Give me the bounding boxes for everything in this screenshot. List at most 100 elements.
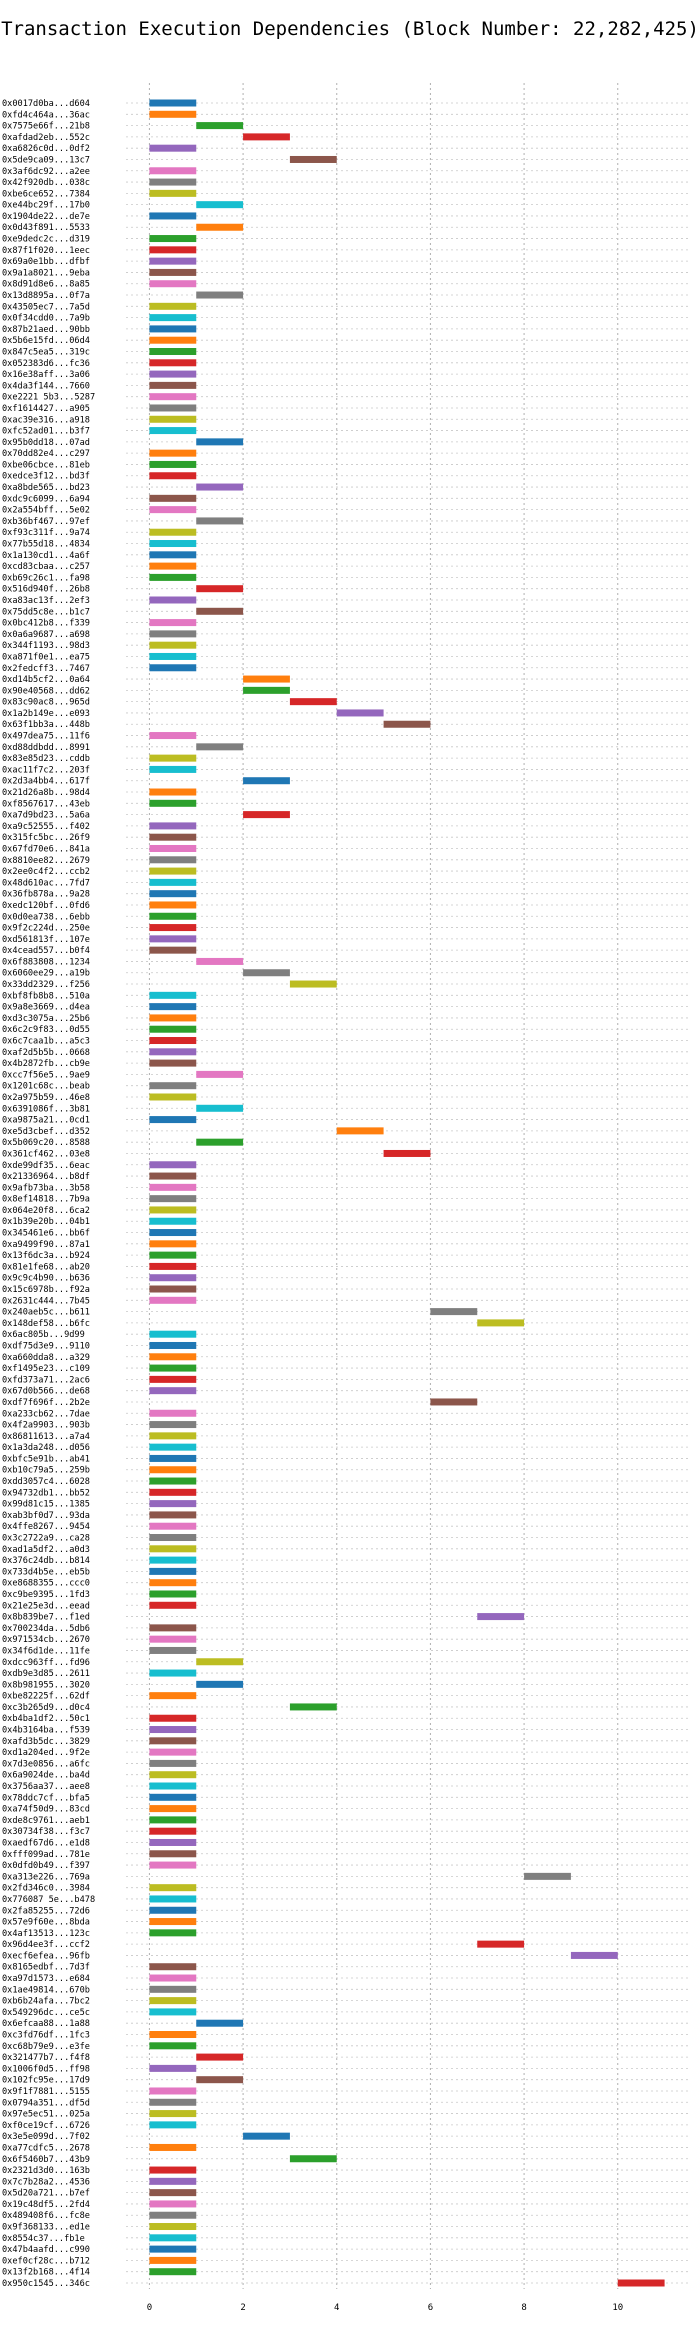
transaction-label: 0xa6826c0d...0df2 <box>2 144 90 154</box>
transaction-bar <box>149 1025 197 1033</box>
transaction-label: 0x63f1bb3a...448b <box>2 720 90 730</box>
transaction-bar <box>149 1771 197 1779</box>
transaction-bar <box>149 1500 197 1508</box>
transaction-label: 0xe5d3cbef...d352 <box>2 1127 90 1137</box>
transaction-bar <box>149 2245 197 2253</box>
transaction-bar <box>149 1274 197 1282</box>
transaction-label: 0x13f6dc3a...b924 <box>2 1251 90 1261</box>
transaction-label: 0x0a6a9687...a698 <box>2 630 90 640</box>
transaction-bar <box>196 483 244 491</box>
transaction-bar <box>149 1217 197 1225</box>
transaction-label: 0xedce3f12...bd3f <box>2 472 90 482</box>
transaction-label: 0xd88ddbdd...8991 <box>2 743 90 753</box>
transaction-label: 0x6ac805b...9d99 <box>2 1330 85 1340</box>
transaction-label: 0xa9875a21...0cd1 <box>2 1116 90 1126</box>
transaction-bar <box>196 743 244 751</box>
transaction-label: 0xe9dedc2c...d319 <box>2 235 90 245</box>
transaction-label: 0x3c2722a9...ca28 <box>2 1534 90 1544</box>
transaction-label: 0xa83ac13f...2ef3 <box>2 596 90 606</box>
transaction-bar <box>149 1974 197 1982</box>
transaction-label: 0xf8567617...43eb <box>2 799 90 809</box>
transaction-label: 0x97e5ec51...025a <box>2 2110 90 2120</box>
transaction-bar <box>149 1522 197 1530</box>
x-tick-label: 8 <box>521 2303 526 2313</box>
transaction-label: 0xfc52ad01...b3f7 <box>2 427 90 437</box>
transaction-label: 0xb36bf467...97ef <box>2 517 90 527</box>
transaction-label: 0x83c90ac8...965d <box>2 698 90 708</box>
transaction-label: 0x43505ec7...7a5d <box>2 302 90 312</box>
transaction-label: 0xfd373a71...2ac6 <box>2 1375 90 1385</box>
transaction-bar <box>430 1398 478 1406</box>
transaction-label: 0x148def58...b6fc <box>2 1319 90 1329</box>
transaction-bar <box>149 2166 197 2174</box>
transaction-label: 0x7c7b28a2...4536 <box>2 2177 90 2187</box>
transaction-bar <box>149 1635 197 1643</box>
transaction-bar <box>149 528 197 536</box>
x-tick-label: 4 <box>334 2303 339 2313</box>
transaction-label: 0x0017d0ba...d604 <box>2 99 90 109</box>
transaction-label: 0x9f1f7881...5155 <box>2 2087 90 2097</box>
transaction-bar <box>149 991 197 999</box>
transaction-label: 0x315fc5bc...26f9 <box>2 833 90 843</box>
transaction-label: 0x6060ee29...a19b <box>2 969 90 979</box>
transaction-bar <box>149 822 197 830</box>
transaction-label: 0x4b2872fb...cb9e <box>2 1059 90 1069</box>
transaction-bar <box>149 235 197 243</box>
transaction-bar <box>149 2234 197 2242</box>
transaction-bar <box>149 1082 197 1090</box>
transaction-bar <box>243 2132 290 2140</box>
transaction-label: 0x052383d6...fc36 <box>2 359 90 369</box>
transaction-label: 0xe2221 5b3...5287 <box>2 393 95 403</box>
transaction-label: 0x33dd2329...f256 <box>2 980 90 990</box>
transaction-label: 0xaedf67d6...e1d8 <box>2 1838 90 1848</box>
transaction-label: 0x4cead557...b0f4 <box>2 946 90 956</box>
transaction-label: 0x16e38aff...3a06 <box>2 370 90 380</box>
transaction-label: 0x3e5e099d...7f02 <box>2 2132 90 2142</box>
transaction-bar <box>289 2155 337 2163</box>
transaction-bar <box>149 1014 197 1022</box>
transaction-label: 0xbe82225f...62df <box>2 1692 90 1702</box>
transaction-bar <box>383 720 431 728</box>
transaction-label: 0x1a130cd1...4a6f <box>2 551 90 561</box>
transaction-bar <box>149 494 197 502</box>
transaction-bar <box>149 1838 197 1846</box>
transaction-label: 0x376c24db...b814 <box>2 1556 90 1566</box>
transaction-bar <box>149 765 197 773</box>
transaction-bar <box>149 1296 197 1304</box>
transaction-bar <box>196 1658 244 1666</box>
transaction-bar <box>149 540 197 548</box>
transaction-bar <box>149 619 197 627</box>
transaction-bar <box>196 957 244 965</box>
transaction-bar <box>289 698 337 706</box>
transaction-label: 0xd3c3075a...25b6 <box>2 1014 90 1024</box>
transaction-bar <box>149 325 197 333</box>
transaction-bar <box>149 652 197 660</box>
transaction-bar <box>196 1070 244 1078</box>
x-tick-labels: 0 2 4 6 8 10 <box>147 2303 623 2313</box>
transaction-label: 0x950c1545...346c <box>2 2279 90 2289</box>
transaction-bar <box>617 2279 665 2287</box>
transaction-bar <box>430 1308 478 1316</box>
transaction-label: 0xac11f7c2...203f <box>2 765 90 775</box>
transaction-bar <box>149 551 197 559</box>
transaction-bar <box>149 189 197 197</box>
transaction-label: 0x0f34cdd0...7a9b <box>2 314 90 324</box>
transaction-label: 0x36fb878a...9a28 <box>2 890 90 900</box>
transaction-label: 0xb4ba1df2...50c1 <box>2 1714 90 1724</box>
transaction-bar <box>149 110 197 118</box>
transaction-bar <box>149 901 197 909</box>
transaction-bar <box>149 1364 197 1372</box>
transaction-label: 0x2d3a4bb4...617f <box>2 777 90 787</box>
transaction-label: 0x5d20a721...b7ef <box>2 2189 90 2199</box>
transaction-bar <box>149 754 197 762</box>
transaction-bar <box>149 2008 197 2016</box>
transaction-bar <box>149 404 197 412</box>
transaction-label: 0x1ae49814...670b <box>2 1985 90 1995</box>
transaction-bar <box>149 1827 197 1835</box>
transaction-bar <box>149 167 197 175</box>
transaction-label: 0xaf2d5b5b...0668 <box>2 1048 90 1058</box>
transaction-label: 0xecf6efea...96fb <box>2 1951 90 1961</box>
transaction-bar <box>149 449 197 457</box>
transaction-bar <box>149 1161 197 1169</box>
transaction-bar <box>196 1680 244 1688</box>
